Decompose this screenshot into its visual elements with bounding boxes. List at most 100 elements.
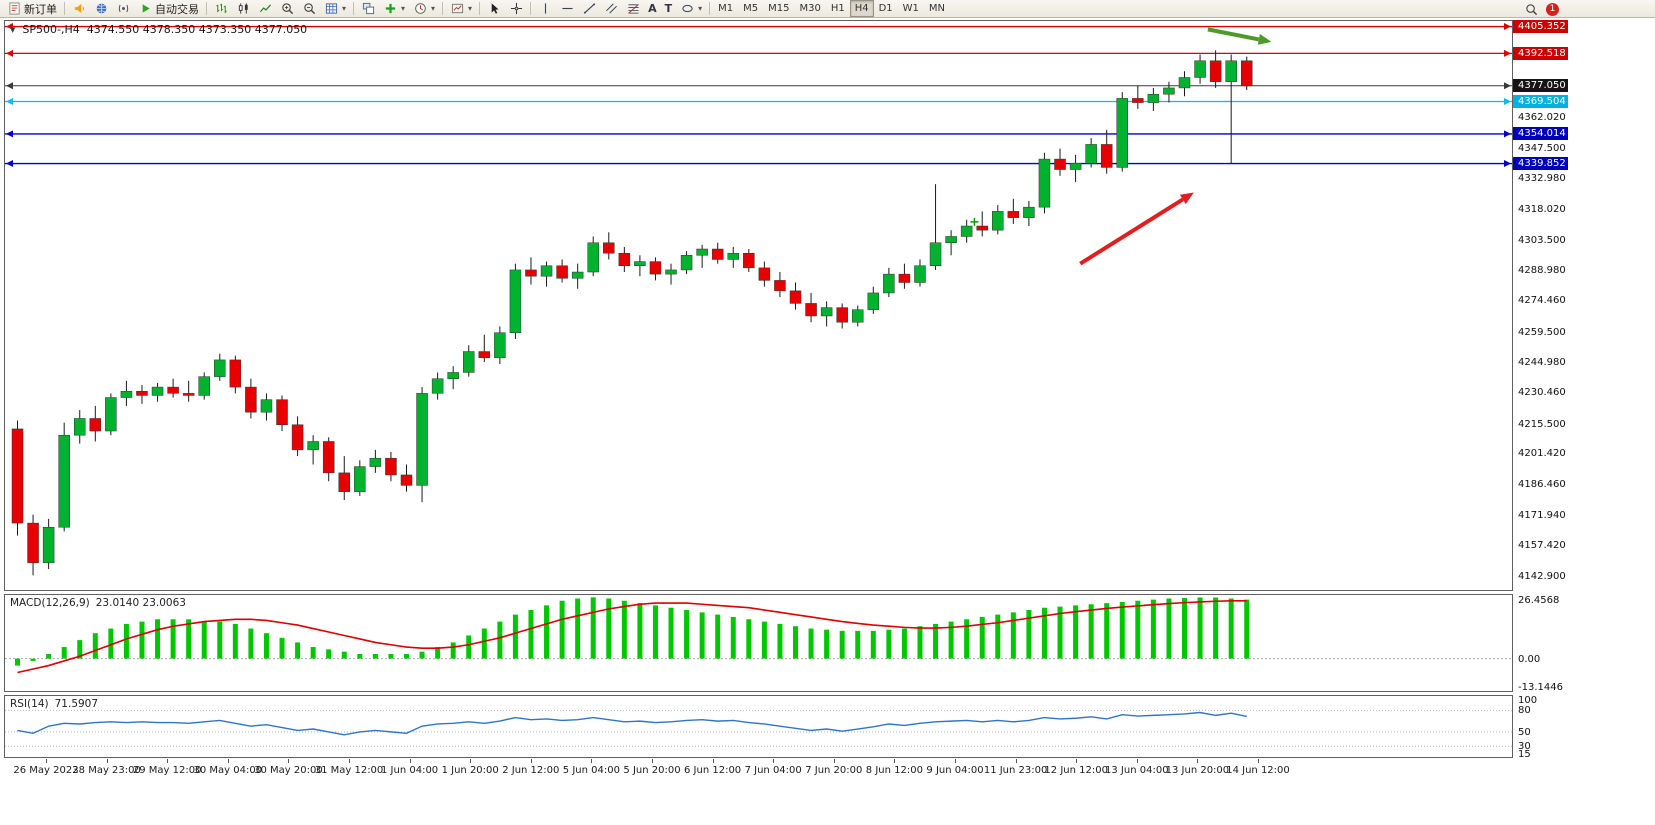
toolbar-separator <box>442 2 444 15</box>
trendline-icon <box>582 2 596 16</box>
price-level-badge[interactable]: 4354.014 <box>1513 127 1568 141</box>
channel-tool[interactable] <box>600 0 622 18</box>
candle <box>136 391 148 396</box>
cursor-button[interactable] <box>483 0 505 18</box>
periods-button[interactable]: ▾ <box>409 0 439 18</box>
zoom-in-button[interactable] <box>276 0 298 18</box>
bar-chart-button[interactable] <box>210 0 232 18</box>
price-level-badge[interactable]: 4369.504 <box>1513 95 1568 109</box>
timeframe-mn-button[interactable]: MN <box>928 3 946 14</box>
time-axis-tick <box>288 759 290 763</box>
price-axis-tick: 4288.980 <box>1518 264 1566 276</box>
macd-indicator-pane[interactable]: MACD(12,26,9) 23.0140 23.0063 <box>4 594 1513 692</box>
search-icon[interactable] <box>1524 2 1538 16</box>
rsi-value: 71.5907 <box>54 698 99 710</box>
candle <box>120 391 133 398</box>
main-chart-pane[interactable]: ▼ SP500-,H4 4374.550 4378.350 4373.350 4… <box>4 20 1513 591</box>
price-axis-tick: 4230.460 <box>1518 387 1566 399</box>
timeframe-h4-button[interactable]: H4 <box>849 0 874 17</box>
rsi-label: RSI(14) 71.5907 <box>10 698 98 710</box>
shapes-tool[interactable]: ▾ <box>676 0 706 18</box>
candle <box>431 378 444 394</box>
label-tool[interactable]: T <box>661 0 677 18</box>
price-level-badge[interactable]: 4339.852 <box>1513 157 1568 171</box>
time-axis-label: 6 Jun 12:00 <box>684 765 742 776</box>
new-order-label: 新订单 <box>24 2 57 16</box>
new-order-button[interactable]: 新订单 <box>3 0 61 18</box>
timeframe-m1-button[interactable]: M1 <box>718 3 734 14</box>
macd-values: 23.0140 23.0063 <box>95 597 186 609</box>
candle <box>711 248 724 260</box>
price-level-badge[interactable]: 4392.518 <box>1513 46 1568 60</box>
time-axis-label: 5 Jun 20:00 <box>623 765 681 776</box>
template-icon <box>450 2 464 16</box>
macd-axis-zero: 0.00 <box>1518 653 1541 665</box>
candlestick-chart-button[interactable] <box>232 0 254 18</box>
rsi-axis-label: 100 <box>1518 695 1538 706</box>
add-indicator-button[interactable]: ▾ <box>379 0 409 18</box>
notification-badge[interactable]: 1 <box>1546 2 1559 16</box>
macd-name: MACD(12,26,9) <box>10 597 90 609</box>
crosshair-button[interactable] <box>505 0 527 18</box>
price-axis-tick: 4244.980 <box>1518 357 1566 369</box>
candle <box>587 242 599 273</box>
macd-histogram <box>15 597 1250 666</box>
price-level-badge[interactable]: 4405.352 <box>1513 20 1568 34</box>
chevron-down-icon: ▾ <box>401 3 406 13</box>
expert-advisor-button[interactable] <box>112 0 134 18</box>
zoom-out-icon <box>302 2 316 16</box>
candle <box>883 273 895 294</box>
candles <box>11 50 1253 576</box>
timeframe-h1-button[interactable]: H1 <box>830 3 845 14</box>
timeframe-m30-button[interactable]: M30 <box>799 3 821 14</box>
fibonacci-tool[interactable] <box>622 0 644 18</box>
alerts-button[interactable] <box>68 0 90 18</box>
line-chart-button[interactable] <box>254 0 276 18</box>
timeframe-d1-button[interactable]: D1 <box>878 3 893 14</box>
timeframe-w1-button[interactable]: W1 <box>902 3 919 14</box>
clock-icon <box>413 2 427 16</box>
text-tool-label: A <box>648 1 657 15</box>
chart-marker-icon: ▼ <box>10 25 16 34</box>
time-axis-tick <box>833 759 835 763</box>
signal-icon <box>116 2 130 16</box>
templates-button[interactable]: ▾ <box>446 0 476 18</box>
candle <box>1069 163 1082 170</box>
timeframe-m5-button[interactable]: M5 <box>743 3 759 14</box>
candle <box>27 522 39 564</box>
price-axis-tick: 4142.900 <box>1518 570 1566 582</box>
trendline-tool[interactable] <box>578 0 600 18</box>
time-axis-tick <box>1258 759 1259 763</box>
text-tool[interactable]: A <box>644 0 661 18</box>
candle <box>820 307 833 317</box>
profiles-button[interactable]: ▾ <box>320 0 350 18</box>
rsi-indicator-pane[interactable]: RSI(14) 71.5907 <box>4 695 1513 758</box>
time-axis-label: 31 May 12:00 <box>314 765 384 776</box>
candle <box>960 225 973 237</box>
zoom-out-button[interactable] <box>298 0 320 18</box>
tile-windows-button[interactable] <box>357 0 379 18</box>
candle <box>478 351 491 359</box>
time-axis-label: 1 Jun 04:00 <box>381 765 439 776</box>
vertical-line-tool[interactable] <box>534 0 556 18</box>
chart-annotations[interactable] <box>970 27 1272 266</box>
price-axis-tick: 4362.020 <box>1518 112 1566 124</box>
candle <box>1163 87 1175 95</box>
horizontal-level-lines[interactable] <box>5 23 1512 168</box>
candle <box>540 265 553 277</box>
cursor-icon <box>487 2 501 16</box>
play-icon <box>138 2 152 16</box>
horizontal-line-tool[interactable] <box>556 0 578 18</box>
candle <box>322 441 335 474</box>
macd-label: MACD(12,26,9) 23.0140 23.0063 <box>10 597 186 609</box>
candle <box>618 252 631 267</box>
timeframe-m15-button[interactable]: M15 <box>768 3 790 14</box>
auto-trading-button[interactable]: 自动交易 <box>134 0 203 18</box>
news-button[interactable] <box>90 0 112 18</box>
arrow-annotation <box>1207 27 1260 42</box>
price-axis-tick: 4157.420 <box>1518 540 1566 552</box>
vertical-line-icon <box>538 2 552 16</box>
bar-chart-icon <box>214 2 228 16</box>
price-axis-tick: 4259.500 <box>1518 326 1566 338</box>
time-axis[interactable]: 26 May 2023 28 May 23:00 29 May 12:00 30 Ma… <box>4 759 1513 781</box>
